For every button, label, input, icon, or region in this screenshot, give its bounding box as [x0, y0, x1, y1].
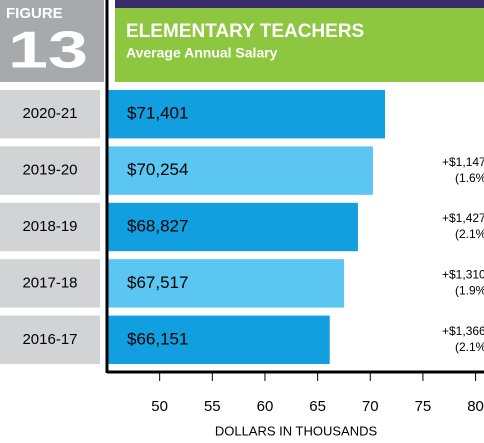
category-box	[0, 259, 100, 308]
category-box	[0, 146, 100, 195]
header-box	[115, 8, 484, 82]
chart-title: ELEMENTARY TEACHERS	[126, 21, 364, 42]
bar	[107, 315, 330, 364]
x-tick-label: 70	[362, 398, 379, 415]
y-tick-label: 2018-19	[22, 218, 77, 235]
value-label: $70,254	[127, 160, 188, 179]
bar	[107, 202, 358, 252]
figure-number: 13	[8, 22, 88, 80]
x-tick-label: 50	[151, 398, 168, 415]
change-pct: (2.1%)	[455, 227, 484, 241]
change-label: +$1,427	[442, 211, 484, 225]
y-tick-label: 2016-17	[22, 331, 77, 348]
chart-subtitle: Average Annual Salary	[126, 45, 278, 61]
y-tick-label: 2020-21	[22, 105, 77, 122]
figure-label: FIGURE	[6, 5, 63, 22]
category-box	[0, 90, 100, 139]
value-label: $71,401	[127, 104, 188, 123]
category-box	[0, 202, 100, 252]
bar	[107, 90, 386, 139]
change-pct: (1.6%)	[455, 171, 484, 185]
x-tick-label: 80	[467, 398, 484, 415]
category-box	[0, 315, 100, 364]
x-tick-label: 60	[257, 398, 274, 415]
change-label: +$1,147	[442, 155, 484, 169]
change-label: +$1,366	[442, 324, 484, 338]
value-label: $66,151	[127, 329, 188, 348]
bar	[107, 146, 373, 195]
change-pct: (1.9%)	[455, 284, 484, 298]
change-label: +$1,310	[442, 268, 484, 282]
value-label: $68,827	[127, 216, 188, 235]
value-label: $67,517	[127, 273, 188, 292]
y-tick-label: 2019-20	[22, 162, 77, 179]
x-tick-label: 65	[309, 398, 326, 415]
x-tick-label: 75	[415, 398, 432, 415]
change-pct: (2.1%)	[455, 340, 484, 354]
header-stripe	[115, 0, 484, 8]
figure-box	[0, 0, 104, 82]
y-tick-label: 2017-18	[22, 274, 77, 291]
bar	[107, 259, 345, 308]
x-tick-label: 55	[204, 398, 221, 415]
x-axis-label: DOLLARS IN THOUSANDS	[215, 423, 378, 438]
